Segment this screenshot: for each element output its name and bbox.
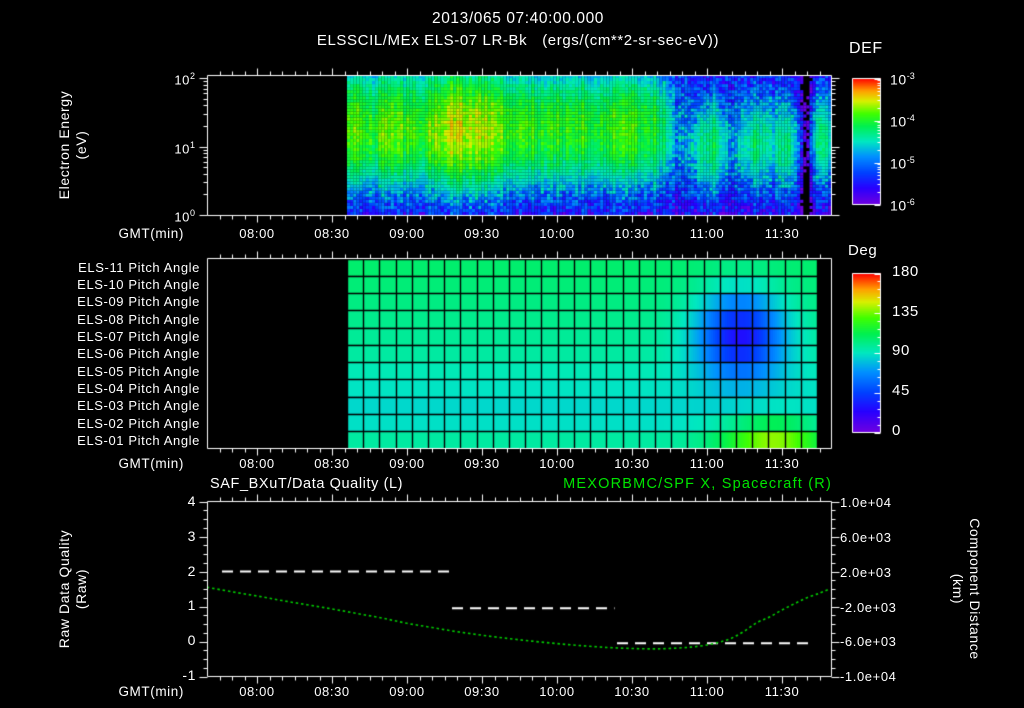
quality-tick-neg1: -1 <box>182 667 196 683</box>
bottom-left-series-title: SAF_BXuT/Data Quality (L) <box>210 476 404 492</box>
bottom-right-series-title: MEXORBMC/SPF X, Spacecraft (R) <box>563 476 832 492</box>
time-tick-label: 11:30 <box>764 456 800 471</box>
tick-base: 10 <box>174 141 190 157</box>
time-tick-label: 08:00 <box>239 226 275 241</box>
component-distance-axis-label-line1: Component Distance <box>967 518 983 660</box>
tick-base: 10 <box>174 209 190 225</box>
deg-colorbar-title: Deg <box>848 242 878 259</box>
def-tick-1e-6: 10-6 <box>890 195 915 214</box>
time-tick-label: 10:00 <box>539 226 575 241</box>
tick-exp: 2 <box>189 71 195 81</box>
gmt-axis-label-bottom: GMT(min) <box>118 684 184 699</box>
quality-tick-2: 2 <box>187 563 196 579</box>
distance-tick-neg6e3: -6.0e+03 <box>840 634 897 649</box>
tick-base: 10 <box>890 113 907 130</box>
distance-tick-2e3: 2.0e+03 <box>840 565 892 580</box>
def-tick-1e-4: 10-4 <box>890 111 915 130</box>
distance-tick-1e4: 1.0e+04 <box>840 495 892 510</box>
time-tick-label: 10:30 <box>614 456 650 471</box>
time-tick-label: 11:00 <box>689 226 725 241</box>
time-tick-label: 10:30 <box>614 684 650 699</box>
tick-exp: -5 <box>906 155 915 165</box>
deg-tick-180: 180 <box>892 263 919 280</box>
quality-tick-3: 3 <box>187 528 196 544</box>
time-tick-label: 09:30 <box>464 456 500 471</box>
time-tick-label: 10:00 <box>539 684 575 699</box>
def-tick-1e-3: 10-3 <box>890 69 915 88</box>
tick-exp: -3 <box>906 71 915 81</box>
distance-tick-6e3: 6.0e+03 <box>840 530 892 545</box>
time-tick-label: 10:30 <box>614 226 650 241</box>
def-colorbar-title: DEF <box>849 40 883 57</box>
quality-tick-4: 4 <box>187 493 196 509</box>
time-tick-label: 09:00 <box>389 684 425 699</box>
time-tick-label: 11:00 <box>689 456 725 471</box>
plot-timestamp-title: 2013/065 07:40:00.000 <box>431 10 605 27</box>
row-label-els07: ELS-07 Pitch Angle <box>77 329 200 344</box>
def-tick-1e-5: 10-5 <box>890 153 915 172</box>
gmt-axis-label-top: GMT(min) <box>118 226 184 241</box>
row-label-els09: ELS-09 Pitch Angle <box>77 294 200 309</box>
time-tick-label: 08:30 <box>314 456 350 471</box>
time-tick-label: 09:00 <box>389 226 425 241</box>
tick-base: 10 <box>890 155 907 172</box>
time-tick-label: 09:30 <box>464 684 500 699</box>
time-tick-label: 09:30 <box>464 226 500 241</box>
deg-tick-90: 90 <box>892 342 910 359</box>
row-label-els08: ELS-08 Pitch Angle <box>77 312 200 327</box>
tick-base: 10 <box>174 72 190 88</box>
distance-tick-neg1e4: -1.0e+04 <box>840 669 897 684</box>
row-label-els11: ELS-11 Pitch Angle <box>78 260 200 275</box>
energy-tick-1e1: 101 <box>0 138 195 156</box>
quality-tick-0: 0 <box>187 632 196 648</box>
row-label-els06: ELS-06 Pitch Angle <box>77 346 200 361</box>
time-tick-label: 10:00 <box>539 456 575 471</box>
component-distance-axis-label-line2: (km) <box>950 573 966 605</box>
time-tick-label: 11:30 <box>764 684 800 699</box>
deg-tick-45: 45 <box>892 382 910 399</box>
row-label-els03: ELS-03 Pitch Angle <box>77 398 200 413</box>
plot-main-title: ELSSCIL/MEx ELS-07 LR-Bk (ergs/(cm**2-sr-… <box>162 33 874 48</box>
row-label-els04: ELS-04 Pitch Angle <box>77 381 200 396</box>
time-tick-label: 11:00 <box>689 684 725 699</box>
gmt-axis-label-middle: GMT(min) <box>118 456 184 471</box>
tick-base: 10 <box>890 197 907 214</box>
deg-tick-0: 0 <box>892 422 901 439</box>
energy-tick-1e2: 102 <box>0 69 195 87</box>
tick-exp: -6 <box>906 197 915 207</box>
energy-tick-1e0: 100 <box>0 206 195 224</box>
deg-tick-135: 135 <box>892 303 919 320</box>
row-label-els05: ELS-05 Pitch Angle <box>77 364 200 379</box>
quality-tick-1: 1 <box>187 597 196 613</box>
distance-tick-neg2e3: -2.0e+03 <box>840 600 897 615</box>
time-tick-label: 11:30 <box>764 226 800 241</box>
tick-exp: 0 <box>189 208 195 218</box>
row-label-els02: ELS-02 Pitch Angle <box>77 416 200 431</box>
component-distance-axis-label: Component Distance (km) <box>926 504 1006 674</box>
row-label-els10: ELS-10 Pitch Angle <box>77 277 200 292</box>
tick-exp: 1 <box>189 140 195 150</box>
time-tick-label: 09:00 <box>389 456 425 471</box>
tick-base: 10 <box>890 71 907 88</box>
time-tick-label: 08:00 <box>239 456 275 471</box>
time-tick-label: 08:30 <box>314 684 350 699</box>
raw-data-quality-axis-label-line1: Raw Data Quality <box>56 529 72 649</box>
row-label-els01: ELS-01 Pitch Angle <box>77 433 200 448</box>
instrument-title: ELSSCIL/MEx ELS-07 LR-Bk <box>316 32 528 49</box>
flux-units-label: (ergs/(cm**2-sr-sec-eV)) <box>542 32 720 49</box>
tick-exp: -4 <box>906 113 915 123</box>
time-tick-label: 08:00 <box>239 684 275 699</box>
time-tick-label: 08:30 <box>314 226 350 241</box>
